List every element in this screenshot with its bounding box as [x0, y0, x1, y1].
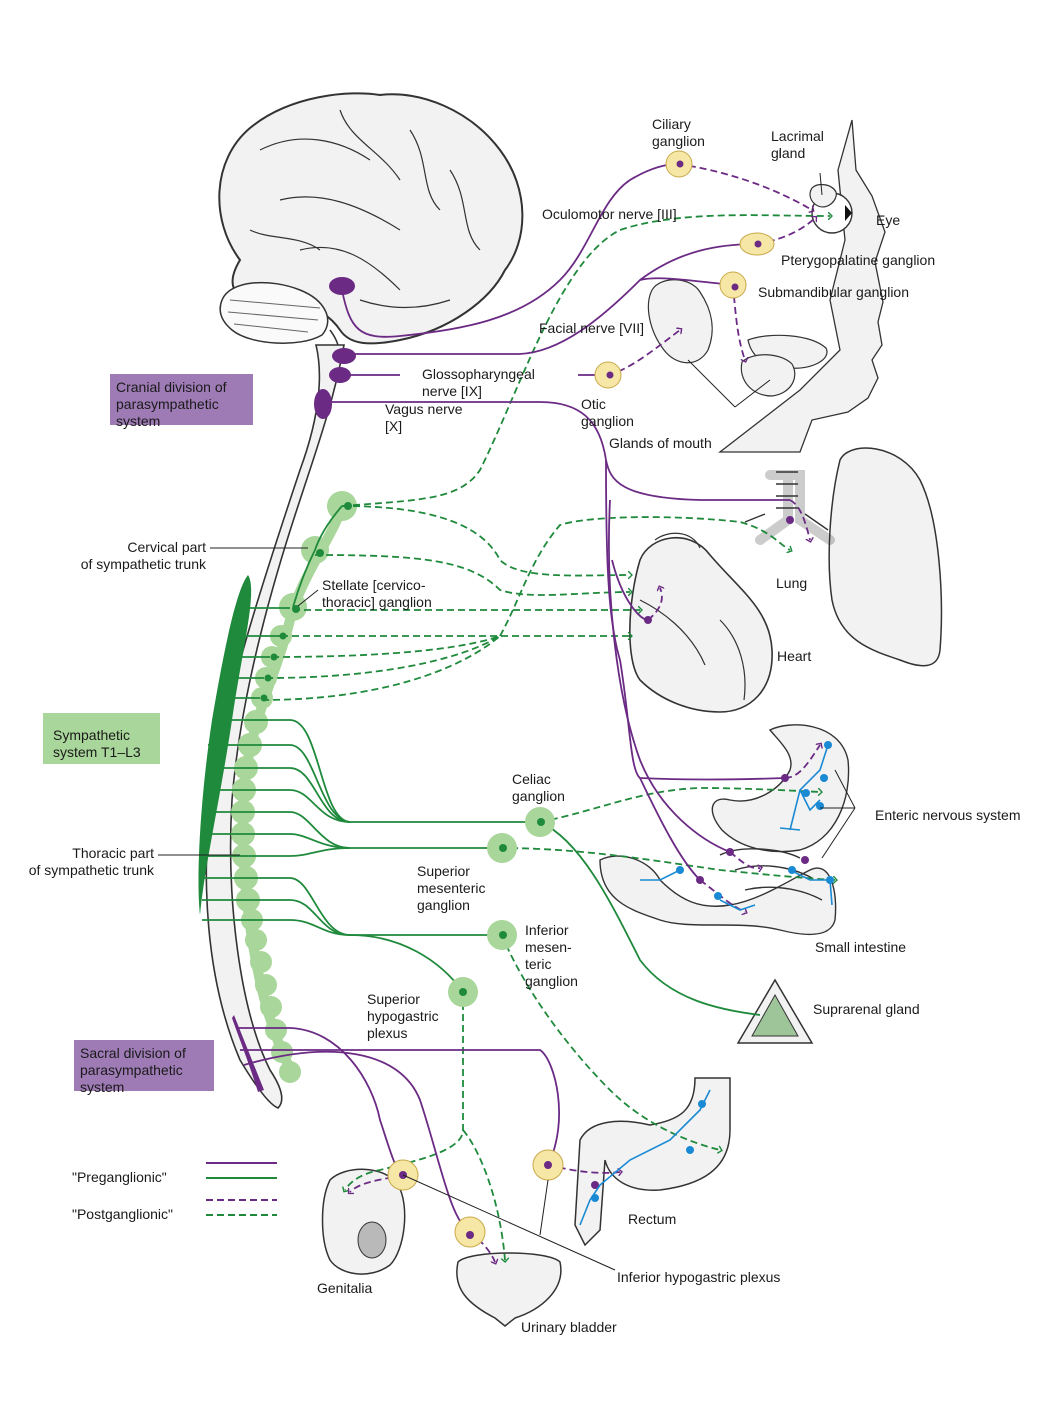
label-heart: Heart	[777, 648, 812, 664]
cranial-division-box: Cranial division of parasympathetic syst…	[110, 374, 253, 429]
label-vagus-nerve: Vagus nerve [X]	[385, 401, 463, 434]
label-superior-hypogastric-plexus: Superior hypogastric plexus	[367, 991, 439, 1041]
label-eye: Eye	[876, 212, 901, 228]
trunk-ganglion-cells	[260, 502, 352, 702]
label-stellate-ganglion: Stellate [cervico- thoracic] ganglion	[322, 577, 432, 610]
glands-of-mouth-shapes	[647, 279, 828, 397]
label-suprarenal-gland: Suprarenal gland	[813, 1001, 920, 1017]
label-glossopharyngeal-nerve: Glossopharyngeal nerve [IX]	[422, 366, 535, 399]
label-inferior-mesenteric-ganglion: Inferior mesen- teric ganglion	[525, 922, 578, 989]
spinal-cord	[205, 344, 345, 1109]
sacral-nucleus	[232, 1015, 264, 1092]
legend-preganglionic-label: "Preganglionic"	[72, 1169, 167, 1185]
organ-parasympathetic-cells	[591, 516, 809, 1189]
sacral-division-box: Sacral division of parasympathetic syste…	[74, 1040, 214, 1095]
suprarenal-gland-shape	[736, 978, 814, 1044]
label-enteric-nervous-system: Enteric nervous system	[875, 807, 1021, 823]
legend-postganglionic-label: "Postganglionic"	[72, 1206, 174, 1222]
urinary-bladder-shape	[456, 1252, 562, 1327]
label-ciliary-ganglion: Ciliary ganglion	[652, 116, 705, 149]
leader-lines	[158, 150, 856, 1271]
label-glands-of-mouth: Glands of mouth	[609, 435, 712, 451]
digestive-organs	[599, 724, 850, 936]
label-urinary-bladder: Urinary bladder	[521, 1319, 617, 1335]
label-rectum: Rectum	[628, 1211, 677, 1227]
label-inferior-hypogastric-plexus: Inferior hypogastric plexus	[617, 1269, 781, 1285]
label-cervical-part: Cervical part of sympathetic trunk	[80, 539, 206, 572]
label-celiac-ganglion: Celiac ganglion	[512, 771, 565, 804]
enteric-network	[579, 744, 833, 1226]
label-genitalia: Genitalia	[317, 1280, 373, 1296]
label-superior-mesenteric-ganglion: Superior mesenteric ganglion	[417, 863, 486, 913]
parasympathetic-ganglia	[387, 150, 775, 1248]
legend-swatches	[206, 1162, 277, 1216]
label-lacrimal-gland: Lacrimal gland	[771, 128, 824, 161]
label-facial-nerve: Facial nerve [VII]	[539, 320, 645, 336]
sympathetic-postganglionic-fibers	[261, 215, 835, 1260]
brainstem-nuclei	[314, 277, 356, 419]
label-small-intestine: Small intestine	[815, 939, 907, 955]
genitalia-shape	[321, 1168, 406, 1275]
label-submandibular-ganglion: Submandibular ganglion	[758, 284, 909, 300]
prevertebral-ganglia	[448, 807, 555, 1007]
sympathetic-system-box: Sympathetic system T1–L3	[43, 713, 160, 764]
label-otic-ganglion: Otic ganglion	[581, 396, 634, 429]
lung-shape	[744, 447, 943, 667]
brain	[218, 92, 524, 361]
label-oculomotor-nerve: Oculomotor nerve [III]	[542, 206, 677, 222]
label-pterygopalatine-ganglion: Pterygopalatine ganglion	[781, 252, 936, 268]
heart-shape	[629, 532, 773, 713]
label-lung: Lung	[776, 575, 808, 591]
label-thoracic-part: Thoracic part of sympathetic trunk	[28, 845, 154, 878]
